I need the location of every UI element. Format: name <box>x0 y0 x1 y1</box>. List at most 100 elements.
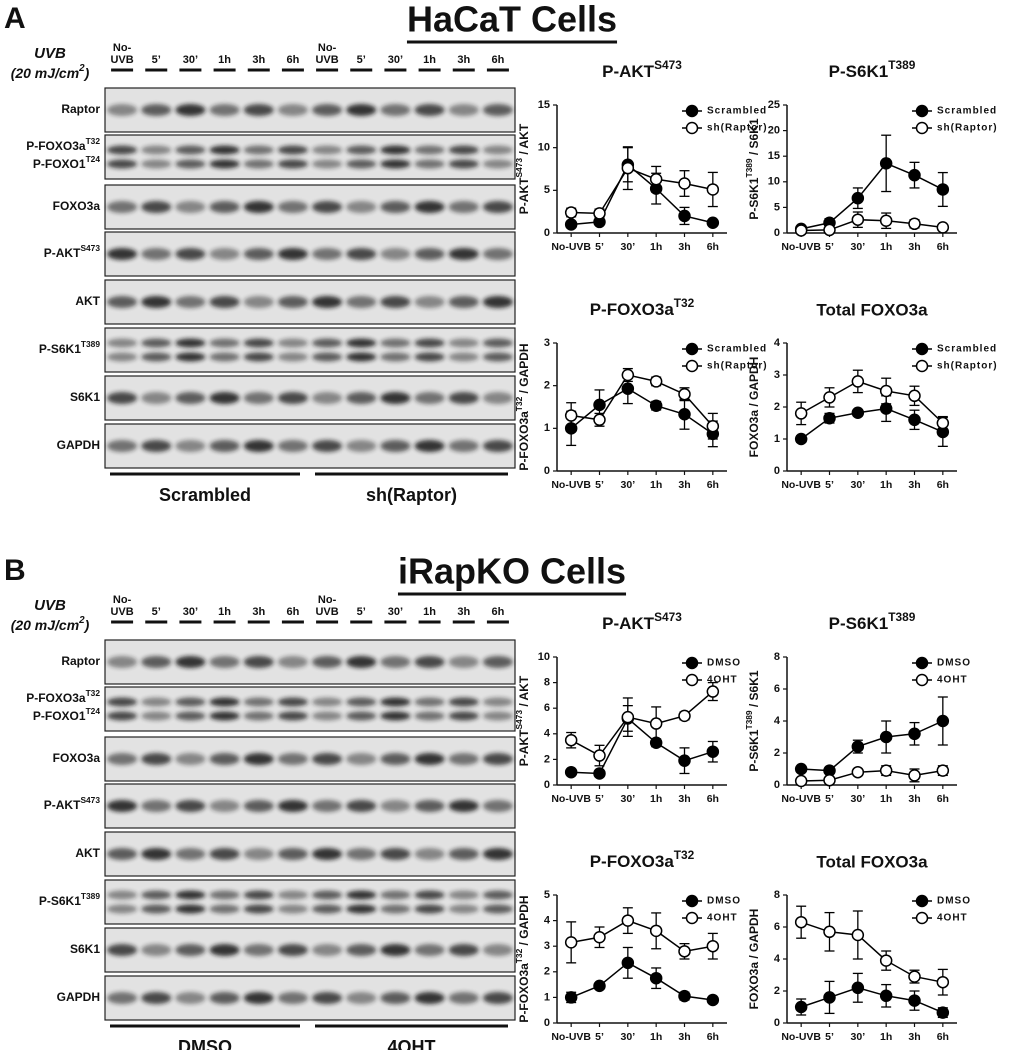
group-label: 4OHT <box>387 1037 435 1050</box>
band <box>107 890 138 900</box>
chart-title-part: P-FOXO3a <box>590 300 675 319</box>
band <box>380 352 411 362</box>
y-tick-label: 4 <box>544 728 551 740</box>
series-line <box>801 218 943 232</box>
chart-title-sup: T32 <box>674 848 695 862</box>
band <box>448 992 479 1004</box>
band <box>209 392 240 404</box>
band <box>277 992 308 1004</box>
band <box>482 352 513 362</box>
lane-label: 1h <box>218 54 231 66</box>
band <box>312 697 343 707</box>
marker <box>879 989 893 1003</box>
band <box>175 800 206 812</box>
band <box>482 890 513 900</box>
row-label-sup: T389 <box>81 891 100 901</box>
chart-title: P-FOXO3aT32 <box>590 848 695 871</box>
series-line <box>570 387 714 435</box>
band <box>380 944 411 956</box>
lane-label: 3h <box>457 606 471 618</box>
band <box>107 848 138 860</box>
band <box>448 711 479 721</box>
band <box>312 656 343 668</box>
y-tick-label: 2 <box>544 380 550 392</box>
row-label: AKT <box>75 294 100 308</box>
lane-label: 6h <box>286 54 300 66</box>
blot <box>104 879 516 925</box>
marker <box>908 168 921 182</box>
series-line <box>800 987 944 1014</box>
y-tick-label: 3 <box>544 940 550 952</box>
legend-marker <box>685 911 699 925</box>
band <box>209 248 240 260</box>
marker <box>879 730 893 744</box>
band <box>346 338 377 348</box>
x-tick-label: 6h <box>937 793 949 805</box>
uvb-dose-part: (20 mJ/cm <box>11 65 79 81</box>
band <box>346 159 377 169</box>
band <box>482 753 513 765</box>
marker <box>706 685 720 698</box>
band <box>448 753 479 765</box>
band <box>414 944 445 956</box>
band <box>414 201 445 213</box>
x-tick-label: 3h <box>678 241 690 253</box>
x-tick-label: 30’ <box>851 793 866 805</box>
marker <box>564 218 578 231</box>
y-axis-label: P-AKTS473 / AKT <box>514 123 531 214</box>
uvb-dose: (20 mJ/cm2) <box>11 63 90 81</box>
band <box>414 145 445 155</box>
band <box>448 944 479 956</box>
band <box>312 248 343 260</box>
band <box>141 890 172 900</box>
band <box>448 145 479 155</box>
band <box>243 656 274 668</box>
band <box>175 159 206 169</box>
x-tick-label: 6h <box>707 479 719 491</box>
blot <box>104 423 516 469</box>
x-tick-label: 3h <box>908 793 920 805</box>
legend-marker <box>685 359 699 373</box>
legend-label: DMSO <box>937 896 971 907</box>
band <box>312 944 343 956</box>
marker <box>649 375 663 388</box>
marker <box>794 1000 808 1014</box>
row-label-part: P-S6K1 <box>39 894 81 908</box>
band <box>312 440 343 452</box>
marker <box>823 991 836 1004</box>
legend-label: sh(Raptor) <box>707 123 768 134</box>
lane-header-box: 6h <box>491 606 504 618</box>
band <box>277 338 308 348</box>
y-tick-label: 1 <box>774 433 780 445</box>
band <box>312 711 343 721</box>
marker <box>593 979 606 993</box>
band <box>346 145 377 155</box>
band <box>243 338 274 348</box>
band <box>107 800 138 812</box>
uvb-dose: (20 mJ/cm2) <box>11 615 90 633</box>
band <box>346 392 377 404</box>
band <box>414 338 445 348</box>
y-axis-label: P-S6K1T389 / S6K1 <box>744 118 761 219</box>
band <box>482 392 513 404</box>
band <box>482 904 513 914</box>
legend-label: 4OHT <box>937 913 968 924</box>
marker <box>593 413 606 427</box>
marker <box>879 954 893 967</box>
y-tick-label: 0 <box>544 779 550 791</box>
band <box>209 904 240 914</box>
legend-label: 4OHT <box>707 675 738 686</box>
band <box>448 159 479 169</box>
band <box>107 104 138 116</box>
band <box>346 992 377 1004</box>
x-tick-label: 6h <box>707 241 719 253</box>
legend-marker <box>915 104 929 118</box>
chart-title: P-AKTS473 <box>602 58 682 81</box>
y-tick-label: 20 <box>768 125 780 137</box>
y-tick-label: 8 <box>544 677 550 689</box>
band <box>414 890 445 900</box>
row-sublabel-sup: T24 <box>86 706 101 716</box>
row-label: Raptor <box>61 102 100 116</box>
row-label: P-AKTS473 <box>44 243 101 260</box>
